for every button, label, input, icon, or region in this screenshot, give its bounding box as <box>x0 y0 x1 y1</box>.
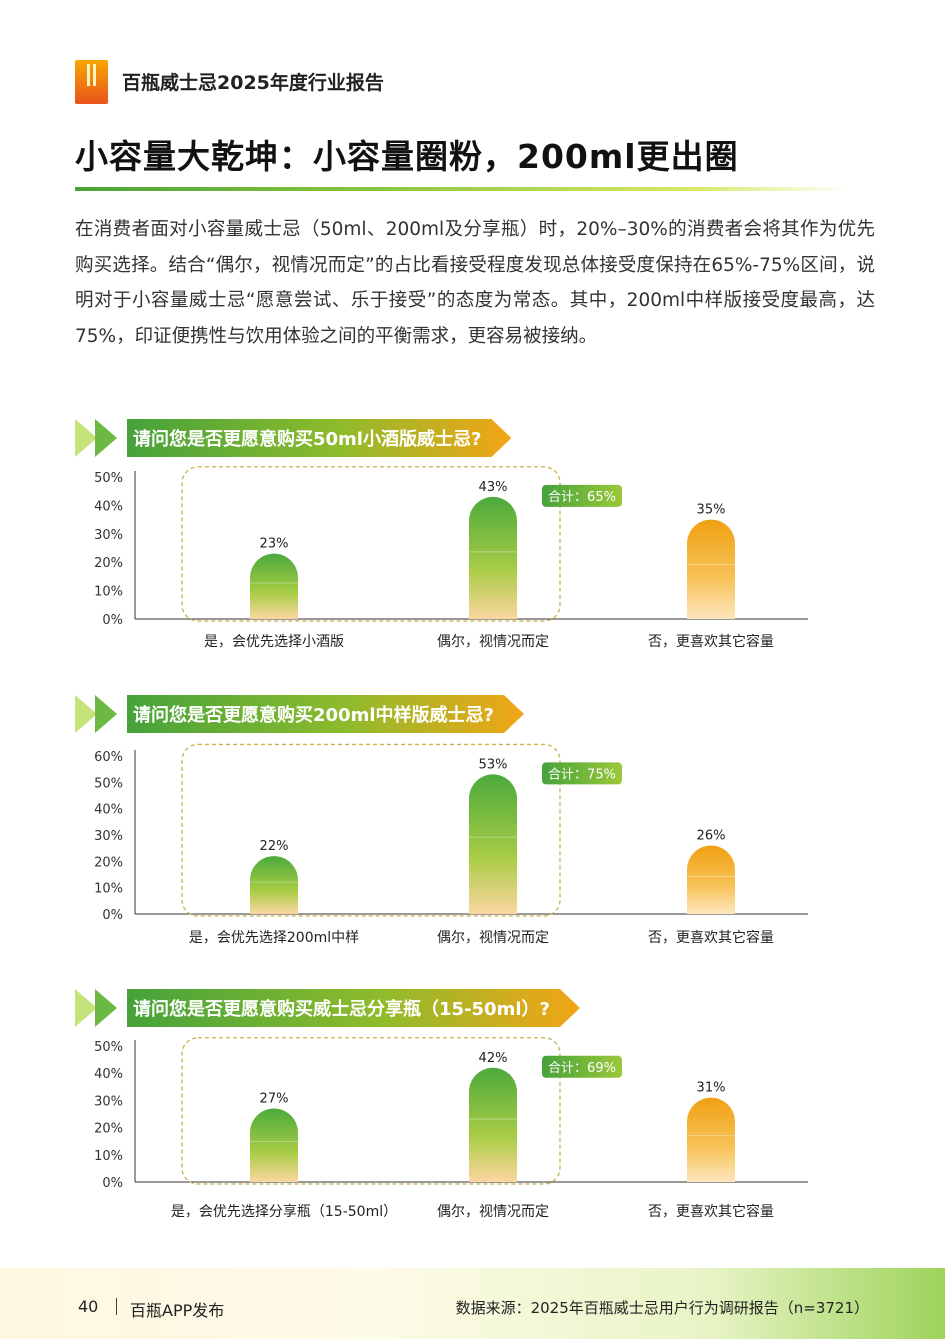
y-tick-label: 50% <box>94 471 123 486</box>
report-name: 百瓶威士忌2025年度行业报告 <box>122 72 384 94</box>
value-label: 53% <box>479 757 508 772</box>
data-source: 数据来源：2025年百瓶威士忌用户行为调研报告（n=3721） <box>455 1299 869 1317</box>
question-banner-1: 请问您是否更愿意购买50ml小酒版威士忌? <box>75 419 511 457</box>
bar <box>469 496 517 619</box>
bar-chart-3: 0% 10% 20% 30% 40% 50% 27% 是，会优先选择分享瓶（15-50ml） 4… <box>75 1032 835 1222</box>
question-banner-2: 请问您是否更愿意购买200ml中样版威士忌? <box>75 695 524 733</box>
title-underline <box>75 187 850 191</box>
highlight-box <box>181 743 561 917</box>
bar-chart-2: 0% 10% 20% 30% 40% 50% 60% 22% 是，会优先选择200ml中样 53%… <box>75 740 835 950</box>
value-label: 27% <box>260 1092 289 1107</box>
value-label: 23% <box>260 537 289 552</box>
y-tick-label: 30% <box>94 528 123 543</box>
y-tick-label: 50% <box>94 776 123 791</box>
brand-logo-icon <box>75 60 108 104</box>
y-tick-label: 30% <box>94 1094 123 1109</box>
y-tick-label: 10% <box>94 1149 123 1164</box>
question-title-2: 请问您是否更愿意购买200ml中样版威士忌? <box>127 695 524 733</box>
category-label: 偶尔，视情况而定 <box>437 1204 549 1220</box>
total-badge <box>542 762 622 785</box>
value-label: 43% <box>479 480 508 495</box>
category-label: 偶尔，视情况而定 <box>437 634 549 650</box>
bar <box>687 845 735 914</box>
y-tick-label: 60% <box>94 750 123 765</box>
category-label: 否，更喜欢其它容量 <box>648 633 774 650</box>
y-tick-label: 20% <box>94 1122 123 1137</box>
question-title-1: 请问您是否更愿意购买50ml小酒版威士忌? <box>127 419 511 457</box>
chart-canvas: 0% 10% 20% 30% 40% 50% 27% 是，会优先选择分享瓶（15-50ml） 4… <box>94 1037 808 1220</box>
y-tick-label: 20% <box>94 855 123 870</box>
bar <box>469 1067 517 1182</box>
arrow-icon <box>75 695 127 733</box>
y-tick-label: 0% <box>102 1176 123 1191</box>
total-badge <box>542 1055 622 1078</box>
category-label: 否，更喜欢其它容量 <box>648 1203 774 1220</box>
y-tick-label: 20% <box>94 556 123 571</box>
total-badge <box>542 484 622 507</box>
total-badge-label: 合计：69% <box>548 1061 616 1076</box>
value-label: 35% <box>697 503 726 518</box>
arrow-icon <box>75 989 127 1027</box>
footer-publisher: 百瓶APP发布 <box>130 1301 225 1320</box>
y-tick-label: 10% <box>94 882 123 897</box>
chart-canvas: 0% 10% 20% 30% 40% 50% 60% 22% 是，会优先选择200ml中样 53%… <box>94 743 808 946</box>
y-tick-label: 50% <box>94 1040 123 1055</box>
bar <box>250 553 298 619</box>
bar <box>469 774 517 914</box>
value-label: 42% <box>479 1051 508 1066</box>
highlight-box <box>181 1037 561 1185</box>
bar <box>687 1097 735 1182</box>
total-badge-label: 合计：75% <box>548 767 616 782</box>
footer-band <box>0 1268 945 1339</box>
category-label: 是，会优先选择200ml中样 <box>189 930 359 946</box>
footer-divider <box>116 1298 117 1315</box>
value-label: 26% <box>697 829 726 844</box>
y-tick-label: 0% <box>102 613 123 628</box>
page-title: 小容量大乾坤：小容量圈粉，200ml更出圈 <box>75 137 739 176</box>
y-tick-label: 40% <box>94 1067 123 1082</box>
arrow-icon <box>75 419 127 457</box>
value-label: 22% <box>260 839 289 854</box>
bar <box>250 1108 298 1182</box>
question-banner-3: 请问您是否更愿意购买威士忌分享瓶（15-50ml）? <box>75 989 580 1027</box>
y-tick-label: 30% <box>94 829 123 844</box>
category-label: 是，会优先选择小酒版 <box>204 634 344 650</box>
category-label: 偶尔，视情况而定 <box>437 930 549 946</box>
y-tick-label: 0% <box>102 908 123 923</box>
category-label: 是，会优先选择分享瓶（15-50ml） <box>171 1203 397 1220</box>
category-label: 否，更喜欢其它容量 <box>648 929 774 946</box>
y-tick-label: 40% <box>94 499 123 514</box>
total-badge-label: 合计：65% <box>548 490 616 505</box>
value-label: 31% <box>697 1081 726 1096</box>
intro-paragraph: 在消费者面对小容量威士忌（50ml、200ml及分享瓶）时，20%–30%的消费… <box>75 219 875 347</box>
bar-chart-1: 0% 10% 20% 30% 40% 50% 23% 是，会优先选择小酒版 43% 偶尔，视情况而… <box>75 462 835 658</box>
y-tick-label: 40% <box>94 803 123 818</box>
page-number: 40 <box>78 1297 99 1316</box>
y-tick-label: 10% <box>94 585 123 600</box>
bar <box>250 856 298 914</box>
question-title-3: 请问您是否更愿意购买威士忌分享瓶（15-50ml）? <box>127 989 580 1027</box>
bar <box>687 519 735 619</box>
chart-canvas: 0% 10% 20% 30% 40% 50% 23% 是，会优先选择小酒版 43% 偶尔，视情况而… <box>94 466 808 650</box>
